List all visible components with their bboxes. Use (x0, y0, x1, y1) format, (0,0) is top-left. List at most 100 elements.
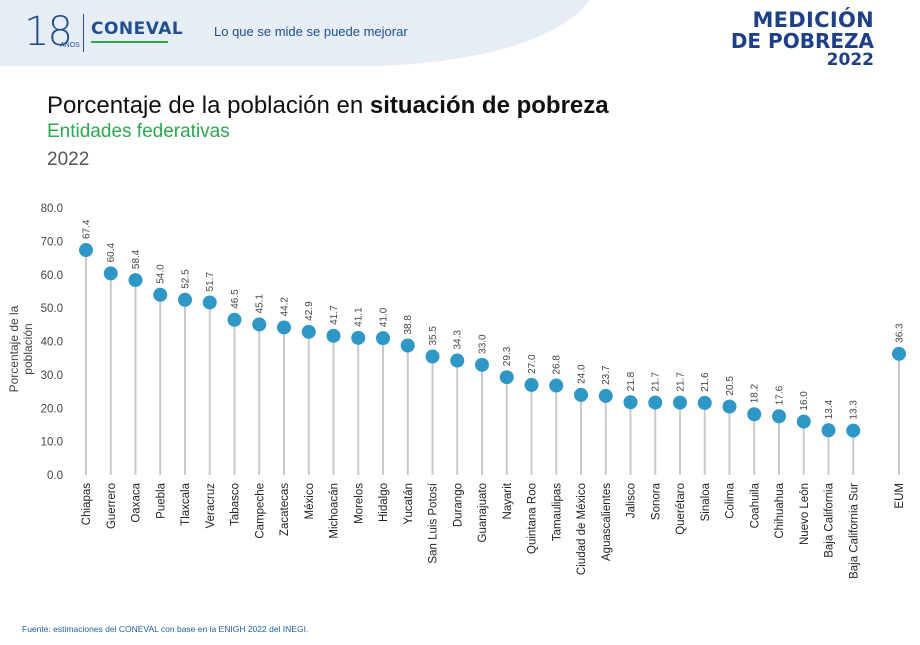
category-label: Zacatecas (279, 483, 291, 536)
y-tick-label: 80.0 (41, 203, 63, 215)
data-label: 23.7 (601, 365, 612, 385)
data-point (153, 287, 168, 302)
data-point (475, 357, 489, 372)
data-label: 16.0 (799, 391, 810, 411)
data-point (202, 295, 217, 310)
category-label: México (304, 483, 316, 519)
data-label: 17.6 (775, 385, 786, 405)
anniversary-logo-sub: AÑOS (60, 42, 80, 49)
chart-year: 2022 (47, 149, 90, 170)
data-point (103, 266, 118, 281)
logo-divider (83, 14, 84, 52)
category-label: San Luis Potosí (428, 482, 440, 563)
data-label: 60.4 (106, 243, 117, 263)
data-label: 44.2 (280, 297, 291, 317)
category-label: Querétaro (675, 483, 687, 535)
data-label: 51.7 (205, 272, 216, 292)
data-point (79, 243, 93, 258)
y-tick-label: 50.0 (41, 303, 63, 315)
data-label: 18.2 (750, 383, 761, 403)
data-label: 45.1 (255, 294, 266, 314)
category-label: Coahuila (749, 482, 761, 528)
y-tick-label: 10.0 (41, 437, 63, 449)
category-label: Guerrero (106, 483, 118, 529)
category-label: Guanajuato (477, 483, 489, 542)
data-label: 41.1 (354, 307, 365, 327)
data-label: 54.0 (156, 264, 167, 284)
header-slogan: Lo que se mide se puede mejorar (214, 24, 408, 39)
data-label: 41.0 (379, 307, 390, 327)
chart-subtitle: Entidades federativas (47, 121, 230, 142)
category-label: Nuevo León (799, 483, 811, 545)
data-label: 36.3 (895, 323, 906, 343)
chart-title-bold: situación de pobreza (369, 92, 609, 119)
category-label: Ciudad de México (576, 483, 588, 575)
data-label: 13.3 (849, 400, 860, 420)
data-point (277, 320, 291, 335)
data-label: 21.8 (626, 371, 637, 391)
coneval-logo: CONEVAL (91, 19, 184, 39)
data-label: 27.0 (527, 354, 538, 374)
header-background (0, 0, 590, 66)
category-label: Chihuahua (774, 482, 786, 538)
data-point (227, 312, 242, 327)
data-label: 20.5 (725, 376, 736, 396)
data-point (549, 378, 564, 393)
category-label: Jalisco (626, 483, 638, 518)
data-label: 52.5 (181, 269, 192, 289)
data-label: 46.5 (230, 289, 241, 309)
y-tick-label: 40.0 (41, 337, 63, 349)
data-point (747, 407, 762, 422)
category-label: Yucatán (403, 483, 415, 525)
category-label: Tabasco (230, 483, 242, 526)
data-point (450, 353, 465, 368)
data-point (178, 292, 192, 307)
data-point (499, 370, 514, 385)
brand-line-1: MEDICIÓN (752, 8, 874, 32)
category-label: Sinaloa (700, 482, 712, 521)
data-point (524, 377, 539, 392)
data-point (623, 395, 638, 410)
y-tick-label: 0.0 (47, 470, 63, 482)
data-point (574, 387, 588, 402)
data-label: 29.3 (502, 346, 513, 366)
data-point (697, 395, 712, 410)
data-point (892, 346, 906, 361)
y-tick-label: 70.0 (41, 236, 63, 248)
category-label: Oaxaca (131, 482, 143, 522)
category-label: EUM (894, 483, 906, 509)
brand-line-2: DE POBREZA (730, 29, 874, 53)
category-label: Durango (452, 483, 464, 527)
data-label: 21.7 (676, 372, 687, 392)
data-point (796, 414, 811, 429)
data-label: 67.4 (82, 219, 93, 239)
brand-logo: MEDICIÓN DE POBREZA 2022 (730, 8, 874, 69)
category-label: Puebla (155, 482, 167, 518)
data-point (252, 317, 267, 332)
category-label: Quintana Roo (527, 483, 539, 554)
category-label: Baja California Sur (848, 483, 860, 579)
source-note: Fuente: estimaciones del CONEVAL con bas… (22, 624, 309, 634)
category-label: Colima (725, 482, 737, 518)
category-label: Hidalgo (378, 483, 390, 522)
chart-title: Porcentaje de la población en situación … (47, 92, 609, 120)
category-label: Nayarit (502, 482, 514, 519)
y-tick-label: 60.0 (41, 270, 63, 282)
data-label: 35.5 (428, 326, 439, 346)
data-point (598, 388, 613, 403)
data-point (846, 423, 861, 438)
category-label: Baja California (824, 482, 836, 557)
chart-title-plain: Porcentaje de la población en (47, 92, 370, 119)
data-label: 42.9 (304, 301, 315, 321)
category-label: Aguascalientes (601, 483, 613, 561)
data-label: 34.3 (453, 330, 464, 350)
anniversary-logo: 18 (24, 9, 73, 55)
category-label: Michoacán (329, 483, 341, 539)
data-label: 33.0 (478, 334, 489, 354)
category-label: Sonora (650, 482, 662, 520)
data-point (326, 328, 341, 343)
category-label: Campeche (254, 483, 266, 539)
data-label: 21.7 (651, 372, 662, 392)
data-label: 21.6 (700, 372, 711, 392)
